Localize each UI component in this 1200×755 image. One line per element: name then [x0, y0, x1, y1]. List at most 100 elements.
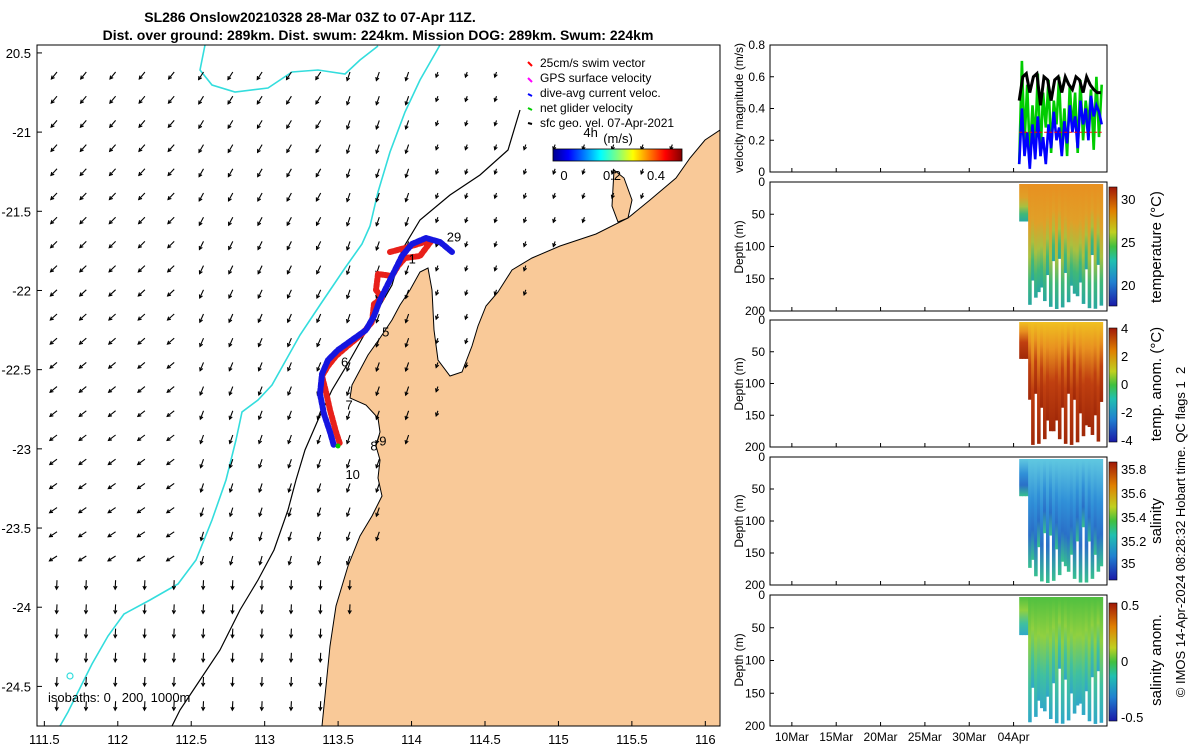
depth-tick-label: 50 — [752, 621, 766, 635]
legend-label-net: net glider velocity — [540, 101, 633, 115]
temp-anomaly-cbar-tick-4: -4 — [1121, 433, 1133, 448]
colorbar-tick-2: 0.4 — [647, 168, 665, 183]
depth-tick-label: 0 — [758, 175, 765, 189]
time-tick-label: 04Apr — [998, 730, 1030, 744]
day-label: 5 — [382, 324, 389, 339]
speed-colorbar — [553, 149, 682, 161]
temperature-colorbar — [1109, 187, 1117, 306]
depth-tick-label: 0 — [758, 450, 765, 464]
legend-marker-geo — [528, 123, 532, 124]
salinity-cbar-tick-0: 35.8 — [1121, 462, 1146, 477]
salinity-colorbar — [1109, 462, 1117, 580]
depth-tick-label: 50 — [752, 207, 766, 221]
map-lat-tick-label: -23.5 — [1, 521, 31, 536]
map-lon-tick-label: 115.5 — [616, 732, 648, 747]
depth-tick-label: 0 — [758, 313, 765, 327]
map-lon-tick-label: 111.5 — [29, 732, 60, 747]
time-tick-label: 30Mar — [952, 730, 986, 744]
day-label: 8 — [370, 438, 377, 453]
map-lat-tick-label: -24.5 — [1, 679, 31, 694]
map-lat-tick-label: -24 — [12, 600, 31, 615]
salinity-cbar-label: salinity — [1148, 498, 1165, 544]
salinity-anomaly-cbar-tick-0: 0.5 — [1121, 598, 1139, 613]
isobaths-label: isobaths: 0 200 1000m — [48, 690, 190, 705]
temp-anomaly-cbar-tick-2: 0 — [1121, 377, 1128, 392]
temperature-cbar-tick-0: 30 — [1121, 192, 1135, 207]
map-lat-tick-label: -21 — [12, 125, 31, 140]
depth-tick-label: 50 — [752, 345, 766, 359]
day-label: 9 — [379, 434, 386, 449]
day-label: 10 — [345, 467, 359, 482]
colorbar-tick-1: 0.2 — [603, 168, 621, 183]
map-lat-tick-label: 20.5 — [6, 46, 31, 61]
salinity-ylabel: Depth (m) — [732, 494, 746, 547]
depth-tick-label: 50 — [752, 482, 766, 496]
map-lon-tick-label: 115 — [548, 732, 569, 747]
map-lon-tick-label: 114.5 — [469, 732, 501, 747]
depth-tick-label: 150 — [745, 686, 765, 700]
velocity-panel: 00.20.40.60.8 velocity magnitude (m/s) — [732, 38, 1107, 179]
map-lon-tick-label: 113 — [254, 732, 275, 747]
map-lon-tick-label: 113.5 — [322, 732, 354, 747]
map-lat-tick-label: -23 — [12, 442, 31, 457]
depth-tick-label: 100 — [745, 377, 765, 391]
day-label: 6 — [341, 354, 348, 369]
title-line-1: SL286 Onslow20210328 28-Mar 03Z to 07-Ap… — [144, 9, 476, 25]
map-lon-tick-label: 116 — [695, 732, 716, 747]
salinity-anomaly-cbar-label: salinity anom. — [1148, 614, 1165, 706]
map-lon-tick-label: 112 — [107, 732, 128, 747]
credit-text: © IMOS 14-Apr-2024 08:28:32 Hobart time.… — [1173, 367, 1188, 697]
day-label: 1 — [409, 252, 416, 267]
time-tick-label: 25Mar — [908, 730, 942, 744]
colorbar-label: (m/s) — [603, 131, 633, 146]
section-cast — [1100, 459, 1104, 566]
depth-tick-label: 100 — [745, 240, 765, 254]
velocity-ytick-label: 0.8 — [748, 38, 765, 52]
map-lat-tick-label: -21.5 — [1, 204, 31, 219]
temp-anomaly-cbar-label: temp. anom. (°C) — [1148, 327, 1165, 441]
temp-anomaly-ylabel: Depth (m) — [732, 357, 746, 410]
map-lat-tick-label: -22 — [12, 283, 31, 298]
title-line-2: Dist. over ground: 289km. Dist. swum: 22… — [103, 27, 654, 43]
time-tick-label: 15Mar — [819, 730, 853, 744]
depth-tick-label: 100 — [745, 514, 765, 528]
temperature-cbar-tick-1: 25 — [1121, 235, 1135, 250]
legend-label-geo: sfc geo. vel. 07-Apr-2021 — [540, 116, 674, 130]
temp-anomaly-cbar-tick-0: 4 — [1121, 321, 1128, 336]
depth-tick-label: 100 — [745, 654, 765, 668]
section-cast — [1100, 597, 1104, 723]
section-cast — [1100, 184, 1104, 306]
velocity-ylabel: velocity magnitude (m/s) — [732, 43, 746, 173]
salinity-cbar-tick-2: 35.4 — [1121, 510, 1146, 525]
temp-anomaly-colorbar — [1109, 328, 1117, 442]
salinity-cbar-tick-3: 35.2 — [1121, 534, 1146, 549]
map-lon-tick-label: 112.5 — [175, 732, 207, 747]
map-lon-tick-label: 114 — [401, 732, 422, 747]
velocity-ytick-label: 0.2 — [748, 133, 765, 147]
velocity-ytick-label: 0.6 — [748, 70, 765, 84]
depth-tick-label: 150 — [745, 272, 765, 286]
velocity-ytick-label: 0.4 — [748, 102, 765, 116]
depth-tick-label: 0 — [758, 588, 765, 602]
salinity-anomaly-colorbar — [1109, 603, 1117, 721]
time-tick-label: 20Mar — [864, 730, 898, 744]
salinity-cbar-tick-1: 35.6 — [1121, 486, 1146, 501]
legend-label-swim: 25cm/s swim vector — [540, 56, 645, 70]
salinity-cbar-tick-4: 35 — [1121, 556, 1135, 571]
temperature-ylabel: Depth (m) — [732, 220, 746, 273]
depth-tick-label: 150 — [745, 546, 765, 560]
legend-label-gps: GPS surface velocity — [540, 71, 651, 85]
section-cast — [1100, 322, 1104, 402]
time-tick-label: 10Mar — [775, 730, 809, 744]
depth-tick-label: 200 — [745, 719, 765, 733]
temperature-cbar-label: temperature (°C) — [1148, 191, 1165, 303]
time-series-panels: 0 0.2 0.4 0.6 0.8 velocity magnitude (m/s) 0… — [732, 38, 1165, 744]
day-label: 29 — [447, 229, 461, 244]
salinity-anomaly-cbar-tick-2: -0.5 — [1121, 710, 1143, 725]
colorbar-tick-0: 0 — [560, 168, 567, 183]
